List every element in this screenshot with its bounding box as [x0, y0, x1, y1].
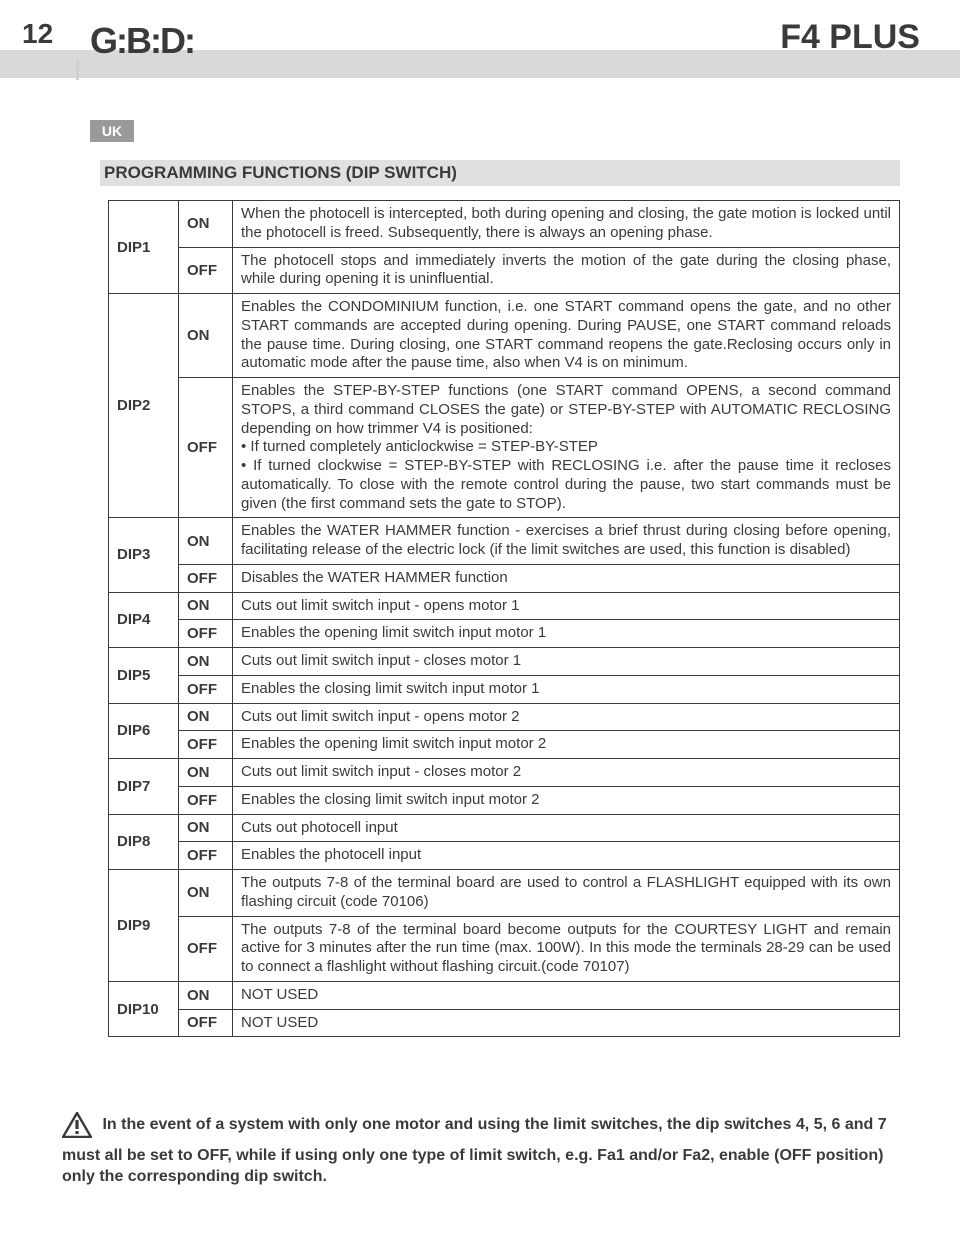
dip-desc-on: Cuts out limit switch input - closes mot…	[233, 648, 900, 676]
dip-state-on: ON	[179, 870, 233, 917]
header-divider	[76, 60, 79, 80]
warning-note: In the event of a system with only one m…	[62, 1114, 902, 1188]
table-row: OFFEnables the opening limit switch inpu…	[109, 731, 900, 759]
table-row: DIP9ONThe outputs 7-8 of the terminal bo…	[109, 870, 900, 917]
table-row: DIP7ONCuts out limit switch input - clos…	[109, 759, 900, 787]
warning-text: In the event of a system with only one m…	[62, 1116, 887, 1185]
page-number: 12	[22, 18, 53, 50]
dip-label: DIP8	[109, 814, 179, 870]
dip-label: DIP9	[109, 870, 179, 982]
dip-state-off: OFF	[179, 842, 233, 870]
dip-desc-off: NOT USED	[233, 1009, 900, 1037]
dip-label: DIP2	[109, 294, 179, 518]
dip-label: DIP10	[109, 981, 179, 1037]
dip-desc-off: Enables the opening limit switch input m…	[233, 731, 900, 759]
table-row: OFFDisables the WATER HAMMER function	[109, 564, 900, 592]
dip-state-off: OFF	[179, 786, 233, 814]
table-row: DIP1ONWhen the photocell is intercepted,…	[109, 201, 900, 248]
dip-state-on: ON	[179, 759, 233, 787]
dip-desc-on: When the photocell is intercepted, both …	[233, 201, 900, 248]
dip-desc-off: Disables the WATER HAMMER function	[233, 564, 900, 592]
dip-desc-on: NOT USED	[233, 981, 900, 1009]
dip-desc-on: Cuts out limit switch input - closes mot…	[233, 759, 900, 787]
dip-desc-on: Cuts out limit switch input - opens moto…	[233, 592, 900, 620]
dip-label: DIP7	[109, 759, 179, 815]
table-row: OFFEnables the closing limit switch inpu…	[109, 675, 900, 703]
table-row: DIP10ONNOT USED	[109, 981, 900, 1009]
table-row: OFFEnables the STEP-BY-STEP functions (o…	[109, 378, 900, 518]
table-row: DIP2ONEnables the CONDOMINIUM function, …	[109, 294, 900, 378]
dip-desc-off: Enables the photocell input	[233, 842, 900, 870]
dip-state-on: ON	[179, 703, 233, 731]
dip-label: DIP4	[109, 592, 179, 648]
table-row: DIP6ONCuts out limit switch input - open…	[109, 703, 900, 731]
table-row: OFFEnables the opening limit switch inpu…	[109, 620, 900, 648]
dip-desc-on: Enables the WATER HAMMER function - exer…	[233, 518, 900, 565]
dip-state-on: ON	[179, 592, 233, 620]
section-title: PROGRAMMING FUNCTIONS (DIP SWITCH)	[100, 160, 900, 186]
language-badge: UK	[90, 120, 134, 142]
dip-state-off: OFF	[179, 247, 233, 294]
dip-desc-off: The outputs 7-8 of the terminal board be…	[233, 916, 900, 981]
table-row: DIP3ONEnables the WATER HAMMER function …	[109, 518, 900, 565]
dip-state-off: OFF	[179, 916, 233, 981]
dip-state-off: OFF	[179, 620, 233, 648]
dip-desc-off: Enables the STEP-BY-STEP functions (one …	[233, 378, 900, 518]
dip-desc-on: Enables the CONDOMINIUM function, i.e. o…	[233, 294, 900, 378]
dip-switch-table: DIP1ONWhen the photocell is intercepted,…	[108, 200, 900, 1037]
dip-state-on: ON	[179, 294, 233, 378]
dip-desc-off: The photocell stops and immediately inve…	[233, 247, 900, 294]
table-row: DIP4ONCuts out limit switch input - open…	[109, 592, 900, 620]
dip-desc-on: Cuts out photocell input	[233, 814, 900, 842]
dip-state-on: ON	[179, 518, 233, 565]
dip-desc-off: Enables the opening limit switch input m…	[233, 620, 900, 648]
dip-state-on: ON	[179, 814, 233, 842]
dip-label: DIP3	[109, 518, 179, 592]
brand-logo: G:B:D:	[90, 20, 194, 62]
table-row: DIP5ONCuts out limit switch input - clos…	[109, 648, 900, 676]
dip-desc-on: Cuts out limit switch input - opens moto…	[233, 703, 900, 731]
table-row: OFFEnables the closing limit switch inpu…	[109, 786, 900, 814]
table-row: DIP8ONCuts out photocell input	[109, 814, 900, 842]
dip-state-off: OFF	[179, 564, 233, 592]
dip-state-off: OFF	[179, 1009, 233, 1037]
table-row: OFFEnables the photocell input	[109, 842, 900, 870]
dip-state-off: OFF	[179, 731, 233, 759]
dip-desc-off: Enables the closing limit switch input m…	[233, 675, 900, 703]
dip-state-off: OFF	[179, 378, 233, 518]
dip-state-on: ON	[179, 981, 233, 1009]
section-title-text: PROGRAMMING FUNCTIONS (DIP SWITCH)	[104, 163, 457, 183]
dip-desc-off: Enables the closing limit switch input m…	[233, 786, 900, 814]
dip-label: DIP6	[109, 703, 179, 759]
dip-label: DIP1	[109, 201, 179, 294]
product-title: F4 PLUS	[780, 18, 920, 57]
warning-icon	[62, 1112, 92, 1145]
dip-state-on: ON	[179, 648, 233, 676]
dip-label: DIP5	[109, 648, 179, 704]
dip-desc-on: The outputs 7-8 of the terminal board ar…	[233, 870, 900, 917]
dip-state-on: ON	[179, 201, 233, 248]
table-row: OFFThe outputs 7-8 of the terminal board…	[109, 916, 900, 981]
table-row: OFFNOT USED	[109, 1009, 900, 1037]
table-row: OFFThe photocell stops and immediately i…	[109, 247, 900, 294]
dip-state-off: OFF	[179, 675, 233, 703]
